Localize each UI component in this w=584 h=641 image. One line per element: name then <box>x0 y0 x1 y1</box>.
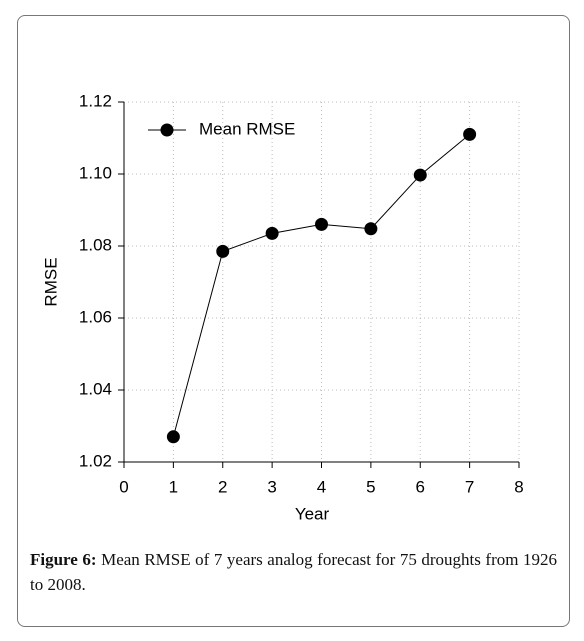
data-point <box>216 244 230 258</box>
y-tick-label: 1.06 <box>79 307 112 326</box>
figure-frame <box>17 15 570 627</box>
x-tick-label: 8 <box>514 477 523 496</box>
data-point <box>265 226 279 240</box>
x-tick-label: 2 <box>218 477 227 496</box>
y-tick-label: 1.02 <box>79 451 112 470</box>
y-tick-label: 1.08 <box>79 235 112 254</box>
y-tick-label: 1.10 <box>79 163 112 182</box>
x-axis-label: Year <box>295 504 330 523</box>
x-tick-label: 6 <box>416 477 425 496</box>
x-tick-label: 7 <box>465 477 474 496</box>
data-point <box>364 222 378 236</box>
y-tick-label: 1.12 <box>79 91 112 110</box>
legend-marker <box>160 123 174 137</box>
chart: RMSE Year 1.02 1.04 1.06 1.08 1.10 1.12 0 1 2 3 4 5… <box>41 91 523 523</box>
y-tick-label: 1.04 <box>79 379 112 398</box>
caption-text: Mean RMSE of 7 years analog forecast for… <box>30 550 557 594</box>
x-tick-label: 1 <box>169 477 178 496</box>
legend-label: Mean RMSE <box>199 119 295 138</box>
y-axis-label: RMSE <box>41 257 60 306</box>
data-point <box>166 430 180 444</box>
caption: Figure 6: Mean RMSE of 7 years analog fo… <box>30 547 557 597</box>
x-tick-label: 5 <box>366 477 375 496</box>
caption-label: Figure 6: <box>30 550 97 569</box>
series-line <box>172 134 470 437</box>
x-tick-label: 4 <box>317 477 326 496</box>
data-point <box>413 168 427 182</box>
x-tick-label: 0 <box>119 477 128 496</box>
data-point <box>463 127 477 141</box>
data-point <box>315 217 328 231</box>
x-tick-label: 3 <box>267 477 276 496</box>
